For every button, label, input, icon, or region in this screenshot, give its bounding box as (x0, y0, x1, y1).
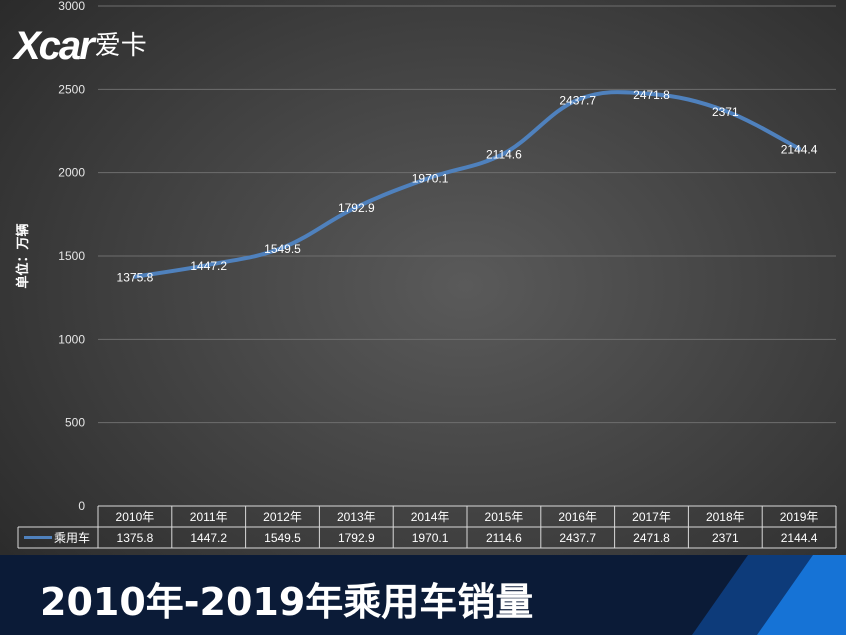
y-axis-label: 单位：万辆 (15, 223, 31, 288)
table-value-cell: 2144.4 (781, 531, 818, 545)
title-banner: 2010年-2019年乘用车销量 (0, 555, 846, 635)
table-header-cell: 2011年 (190, 510, 228, 524)
table-value-cell: 2114.6 (486, 531, 522, 545)
table-header-cell: 2014年 (411, 510, 450, 524)
logo-mark: Xcar (14, 24, 95, 68)
y-tick-label: 1000 (58, 332, 85, 346)
y-tick-label: 1500 (58, 249, 85, 263)
data-label: 2371 (712, 105, 739, 119)
table-value-cell: 1970.1 (412, 531, 449, 545)
logo-text: 爱卡 (94, 31, 147, 61)
data-label: 1375.8 (117, 271, 154, 285)
series-line-passenger-cars (132, 90, 802, 279)
table-header-cell: 2012年 (263, 510, 302, 524)
table-value-cell: 2437.7 (559, 531, 596, 545)
y-tick-label: 3000 (58, 0, 85, 13)
y-tick-label: 0 (78, 499, 85, 513)
table-value-cell: 1792.9 (338, 531, 375, 545)
table-header-cell: 2017年 (632, 510, 671, 524)
data-label: 2471.8 (633, 88, 670, 102)
sales-line-chart: 单位：万辆 0 500 1000 1500 2000 2500 3000 2010年 2011年… (15, 0, 837, 549)
data-label: 1549.5 (264, 242, 301, 256)
banner-title: 2010年-2019年乘用车销量 (40, 580, 534, 624)
legend-series-name: 乘用车 (54, 530, 90, 545)
table-header-cell: 2010年 (116, 510, 155, 524)
table-header-cell: 2015年 (485, 510, 524, 524)
table-header-cell: 2016年 (558, 510, 597, 524)
data-label: 1970.1 (412, 172, 449, 186)
xcar-logo: Xcar 爱卡 (14, 26, 147, 66)
data-label: 1447.2 (190, 259, 227, 273)
y-tick-label: 500 (65, 416, 85, 430)
table-value-cell: 2471.8 (633, 531, 670, 545)
data-label: 1792.9 (338, 201, 375, 215)
table-value-cell: 1549.5 (264, 531, 301, 545)
y-tick-label: 2500 (58, 82, 85, 96)
table-header-cell: 2013年 (337, 510, 376, 524)
table-value-cell: 1375.8 (117, 531, 154, 545)
table-header-cell: 2018年 (706, 510, 745, 524)
data-label: 2144.4 (781, 143, 818, 157)
data-label: 2114.6 (486, 148, 522, 162)
data-label: 2437.7 (559, 94, 596, 108)
table-value-cell: 2371 (712, 531, 739, 545)
y-tick-label: 2000 (58, 166, 85, 180)
table-value-cell: 1447.2 (190, 531, 227, 545)
table-header-cell: 2019年 (780, 510, 819, 524)
